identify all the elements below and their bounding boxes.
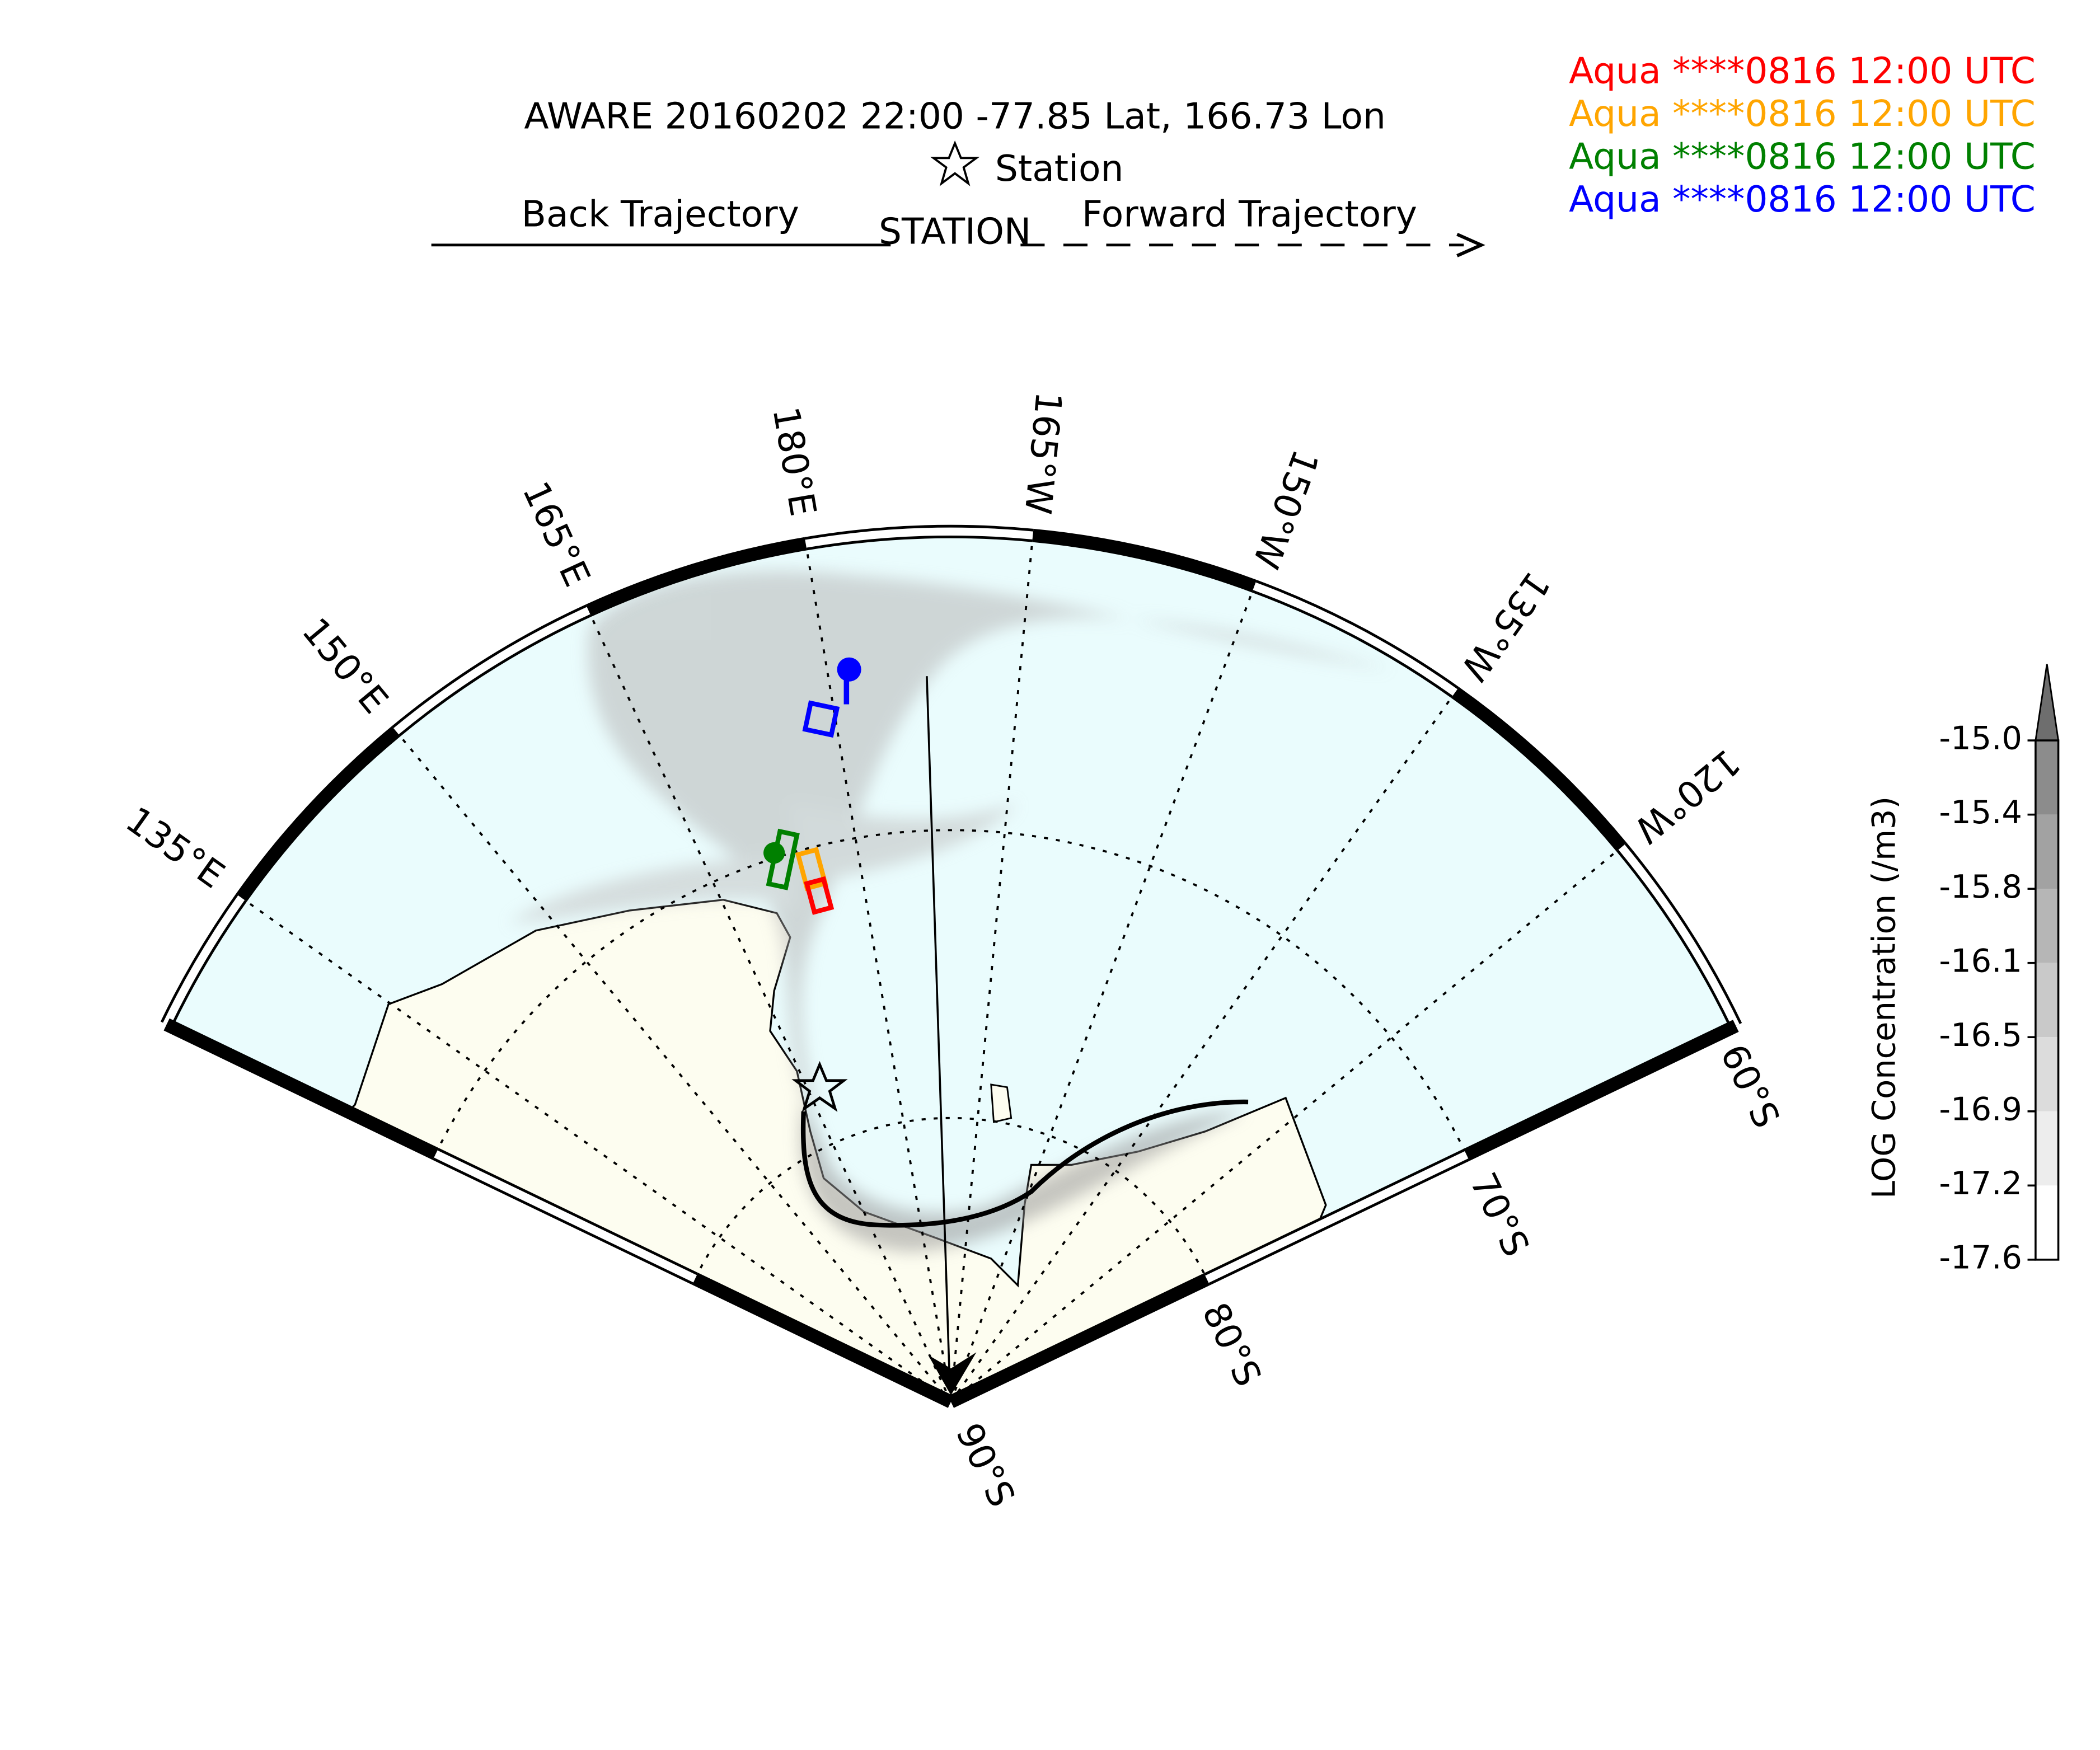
colorbar-segment xyxy=(2035,963,2059,1038)
meridian-label: 135°W xyxy=(1452,564,1558,688)
forward-arrowhead xyxy=(1456,232,1485,257)
meridian xyxy=(950,535,1034,1402)
marker-box xyxy=(795,847,828,892)
frame-edge-inner xyxy=(434,1150,697,1283)
meridian xyxy=(587,610,952,1402)
meridian-label: 135°E xyxy=(118,799,232,897)
frame-segment-inner xyxy=(393,607,590,735)
frame-segment-inner xyxy=(1253,582,1457,696)
colorbar-tick-label: -16.9 xyxy=(1939,1090,2022,1128)
colorbar-segment xyxy=(2035,1111,2059,1186)
parallel xyxy=(694,1116,1208,1280)
graticule xyxy=(241,535,1623,1402)
station-key-star xyxy=(930,140,980,186)
colorbar-segment xyxy=(2035,1185,2059,1260)
meridian xyxy=(804,543,952,1402)
parallel xyxy=(434,829,1468,1156)
station-label: STATION xyxy=(879,210,1031,252)
colorbar-tick-label: -16.1 xyxy=(1939,942,2022,979)
meridian xyxy=(950,585,1255,1402)
colorbar-segment xyxy=(2035,814,2059,889)
colorbar-tick-label: -15.0 xyxy=(1939,720,2022,757)
frame-segment xyxy=(1451,687,1627,852)
forward-trajectory-label: Forward Trajectory xyxy=(1082,193,1417,235)
parallel-label: 70°S xyxy=(1461,1166,1537,1263)
colorbar-extension xyxy=(2035,664,2060,742)
frame-segment xyxy=(585,537,807,617)
meridian-label: 165°E xyxy=(514,476,598,593)
pointer-line xyxy=(926,676,951,1380)
frame-edge xyxy=(1464,1020,1739,1161)
meridian xyxy=(395,730,952,1402)
colorbar-tick-label: -17.6 xyxy=(1939,1238,2022,1276)
colorbar-outline xyxy=(2035,739,2060,1261)
colorbar: -15.0 -15.4 -15.8 -16.1 -16.5 -16.9 -17.2 -17.6 xyxy=(1939,664,2060,1276)
meridian-label: 120°W xyxy=(1626,740,1748,851)
legend-entry: Aqua ****0816 12:00 UTC xyxy=(1569,50,2036,92)
meridian-label: 165°W xyxy=(1016,390,1070,516)
colorbar-segment xyxy=(2035,1037,2059,1111)
meridian-label: 150°E xyxy=(294,610,396,721)
marker-box xyxy=(804,876,835,915)
parallel-label: 60°S xyxy=(1712,1038,1788,1135)
meridian xyxy=(950,846,1623,1402)
meridian xyxy=(241,897,952,1402)
colorbar-segment xyxy=(2035,740,2059,815)
frame-segment xyxy=(1032,528,1257,593)
pointer-arrowhead xyxy=(928,1352,977,1395)
frame-segment-inner xyxy=(163,895,245,1026)
meridian-label: 150°W xyxy=(1244,444,1326,574)
colorbar-tick-label: -15.8 xyxy=(1939,868,2022,906)
legend-entry: Aqua ****0816 12:00 UTC xyxy=(1569,135,2036,177)
colorbar-tick-label: -16.5 xyxy=(1939,1016,2022,1054)
legend-entry: Aqua ****0816 12:00 UTC xyxy=(1569,179,2036,220)
colorbar-tick-label: -17.2 xyxy=(1939,1165,2022,1202)
back-trajectory xyxy=(800,1099,1249,1228)
station-star xyxy=(791,1061,848,1112)
map: 135°E 150°E 165°E 180°E 165°W 150°W 135°W 120°W… xyxy=(118,390,1788,1514)
frame-edge xyxy=(948,1273,1210,1408)
island xyxy=(990,1083,1012,1123)
frame-edge-inner xyxy=(1205,1151,1469,1283)
frame-segment xyxy=(236,726,401,902)
marker-box xyxy=(802,700,840,738)
marker-dot xyxy=(837,657,861,682)
meridian xyxy=(950,692,1456,1402)
marker-box xyxy=(766,828,800,890)
trajectory-plume xyxy=(509,571,1393,1252)
colorbar-segment xyxy=(2035,889,2059,963)
station-key-label: Station xyxy=(995,148,1124,190)
map-title: AWARE 20160202 22:00 -77.85 Lat, 166.73 … xyxy=(524,96,1386,138)
colorbar-tick-label: -15.4 xyxy=(1939,794,2022,831)
back-trajectory-label: Back Trajectory xyxy=(522,193,799,235)
meridian-label: 180°E xyxy=(764,404,824,519)
parallel-label: 80°S xyxy=(1194,1296,1269,1393)
frame-edge xyxy=(692,1273,954,1408)
frame-segment-inner xyxy=(805,527,1033,548)
frame-edge xyxy=(163,1018,439,1160)
colorbar-label: LOG Concentration (/m3) xyxy=(1865,796,1903,1199)
legend-entry: Aqua ****0816 12:00 UTC xyxy=(1569,93,2036,135)
parallel-label: 90°S xyxy=(948,1417,1023,1514)
frame-segment-inner xyxy=(1618,844,1740,1028)
map-frame xyxy=(160,524,1742,1408)
